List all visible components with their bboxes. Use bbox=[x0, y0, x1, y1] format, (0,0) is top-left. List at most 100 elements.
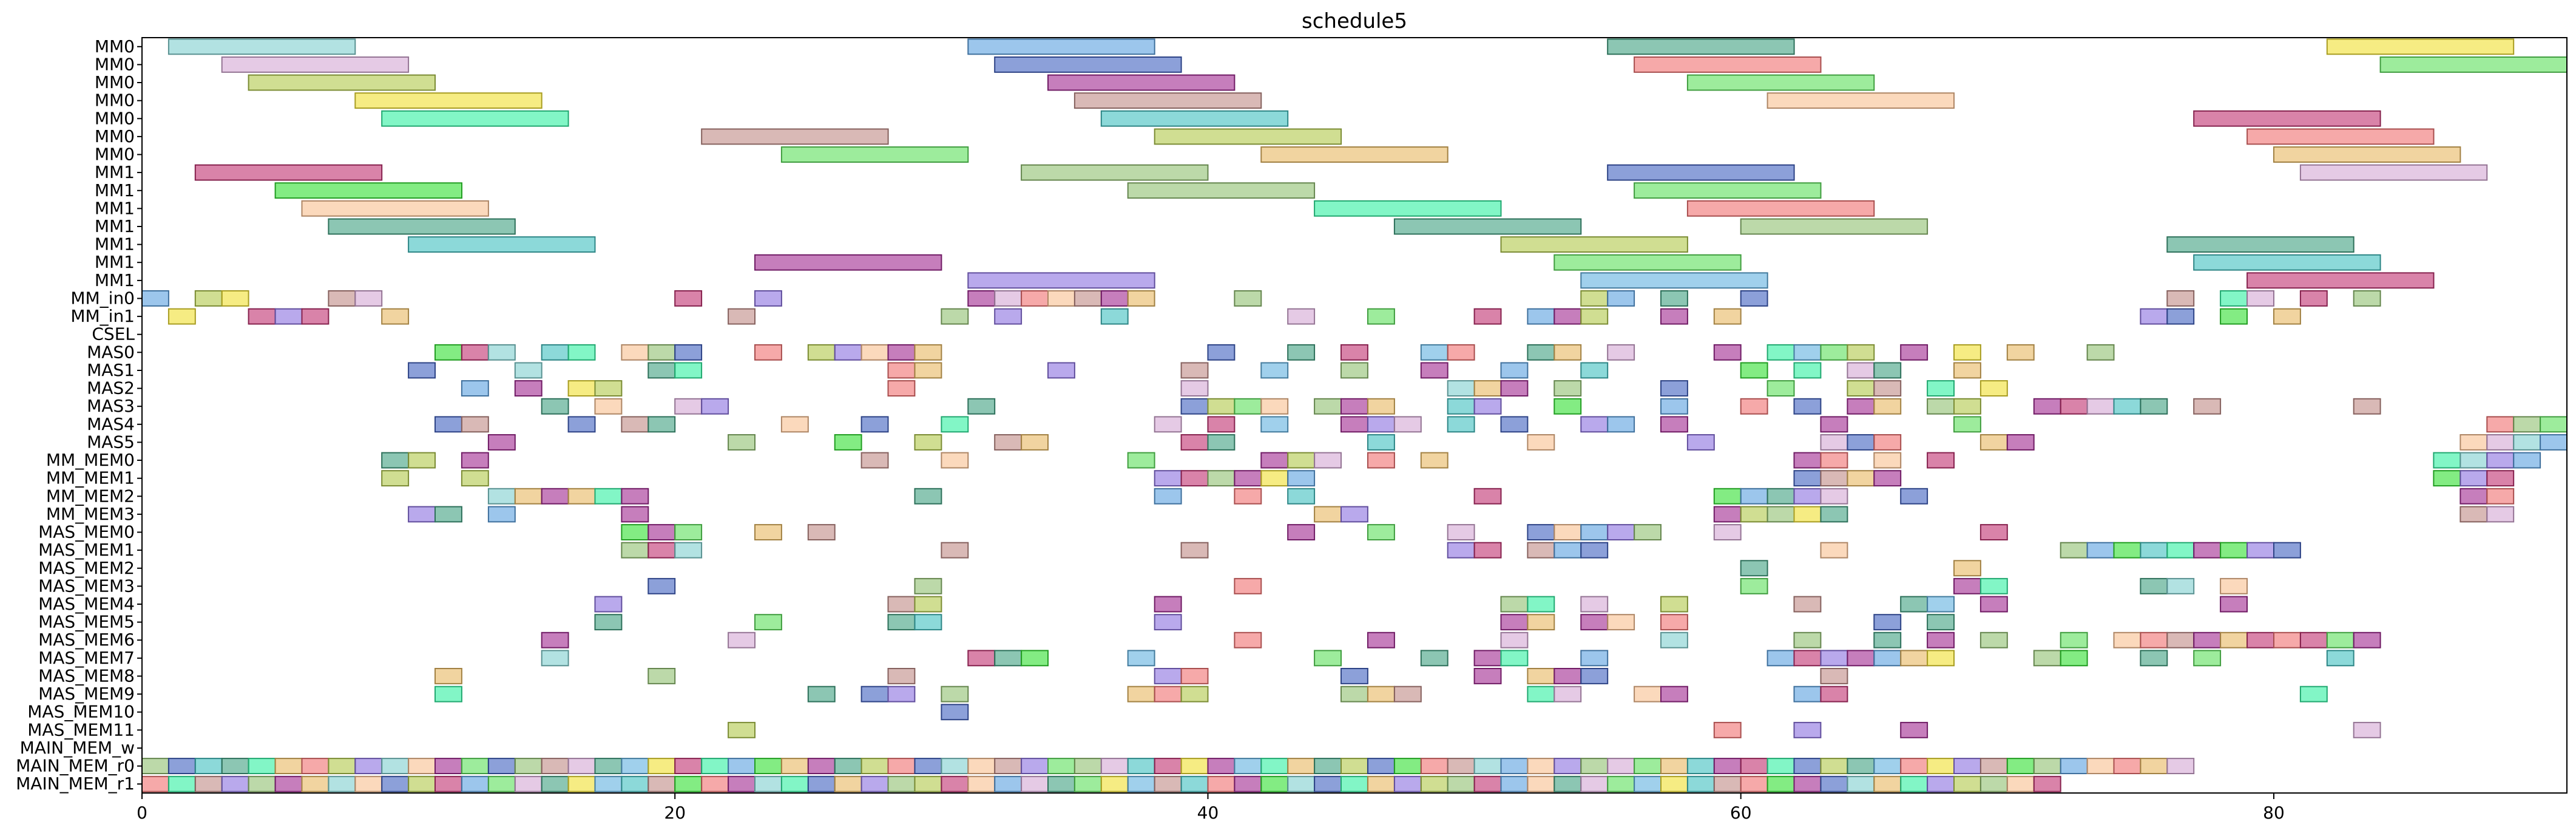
task-bar-mm-in0 bbox=[2246, 290, 2275, 307]
task-bar-main-mem-r1 bbox=[301, 775, 330, 792]
task-bar-mas-mem6 bbox=[2273, 631, 2301, 648]
task-bar-mas0 bbox=[1713, 344, 1742, 361]
task-bar-mas0 bbox=[1447, 344, 1475, 361]
task-bar-mm0 bbox=[248, 74, 436, 91]
task-bar-mas2 bbox=[1873, 380, 1902, 396]
task-bar-mas1 bbox=[674, 362, 703, 379]
y-tick-label: MAS_MEM8 bbox=[38, 666, 135, 686]
task-bar-main-mem-r0 bbox=[1979, 758, 2008, 774]
task-bar-mm1 bbox=[328, 218, 516, 235]
task-bar-mm-mem2 bbox=[1900, 488, 1929, 505]
task-bar-mm-in1 bbox=[1553, 308, 1582, 325]
task-bar-mas-mem8 bbox=[1340, 668, 1368, 684]
task-bar-mas4 bbox=[1820, 416, 1848, 433]
task-bar-mm-mem2 bbox=[1473, 488, 1502, 505]
task-bar-main-mem-r0 bbox=[301, 758, 330, 774]
task-bar-main-mem-r0 bbox=[2086, 758, 2115, 774]
y-tick-label: MM0 bbox=[95, 126, 135, 146]
task-bar-mas-mem7 bbox=[1847, 650, 1875, 667]
task-bar-mm-mem2 bbox=[1820, 488, 1848, 505]
task-bar-mas4 bbox=[780, 416, 809, 433]
task-bar-mas0 bbox=[647, 344, 676, 361]
task-bar-mas-mem7 bbox=[1021, 650, 1049, 667]
task-bar-mm-in1 bbox=[381, 308, 410, 325]
y-tick-label: MAS_MEM10 bbox=[27, 702, 135, 722]
task-bar-mas-mem3 bbox=[2220, 577, 2248, 594]
task-bar-main-mem-r1 bbox=[1340, 775, 1368, 792]
task-bar-mm-in0 bbox=[754, 290, 782, 307]
task-bar-mm0 bbox=[994, 56, 1182, 73]
task-bar-mas-mem8 bbox=[1527, 668, 1555, 684]
task-bar-mas-mem6 bbox=[1793, 631, 1822, 648]
task-bar-main-mem-r0 bbox=[2166, 758, 2195, 774]
task-bar-mas-mem4 bbox=[887, 596, 916, 613]
task-bar-mm-mem1 bbox=[1154, 470, 1182, 487]
task-bar-mas-mem5 bbox=[1527, 614, 1555, 631]
task-bar-mm-in1 bbox=[994, 308, 1023, 325]
task-bar-mm1 bbox=[2246, 272, 2435, 289]
task-bar-main-mem-r1 bbox=[461, 775, 489, 792]
task-bar-mas-mem0 bbox=[1713, 524, 1742, 540]
task-bar-mas-mem6 bbox=[2220, 631, 2248, 648]
task-bar-mas0 bbox=[834, 344, 862, 361]
task-bar-mas-mem8 bbox=[1154, 668, 1182, 684]
task-bar-mas-mem4 bbox=[1154, 596, 1182, 613]
task-bar-mas-mem7 bbox=[1580, 650, 1609, 667]
task-bar-main-mem-r0 bbox=[248, 758, 276, 774]
task-bar-mm-in0 bbox=[1580, 290, 1609, 307]
task-bar-mas1 bbox=[887, 362, 916, 379]
task-bar-mm-in1 bbox=[1713, 308, 1742, 325]
y-tick-label: MM0 bbox=[95, 54, 135, 74]
task-bar-mm-mem2 bbox=[1713, 488, 1742, 505]
task-bar-mas-mem6 bbox=[2353, 631, 2381, 648]
task-bar-mas3 bbox=[594, 398, 623, 415]
task-bar-main-mem-r1 bbox=[328, 775, 356, 792]
task-bar-mas-mem4 bbox=[2220, 596, 2248, 613]
task-bar-mas1 bbox=[1420, 362, 1449, 379]
task-bar-mas-mem9 bbox=[1527, 686, 1555, 703]
task-bar-mas1 bbox=[1740, 362, 1768, 379]
task-bar-main-mem-r0 bbox=[1021, 758, 1049, 774]
task-bar-mas5 bbox=[487, 434, 516, 451]
task-bar-mm-mem2 bbox=[487, 488, 516, 505]
task-bar-mm1 bbox=[1127, 182, 1316, 199]
task-bar-mas-mem3 bbox=[1979, 577, 2008, 594]
task-bar-mm-in0 bbox=[221, 290, 249, 307]
task-bar-mas2 bbox=[1180, 380, 1209, 396]
task-bar-mm-in1 bbox=[2140, 308, 2168, 325]
task-bar-mas3 bbox=[1873, 398, 1902, 415]
task-bar-mas1 bbox=[1580, 362, 1609, 379]
task-bar-main-mem-r0 bbox=[1447, 758, 1475, 774]
task-bar-mas4 bbox=[1154, 416, 1182, 433]
task-bar-main-mem-r0 bbox=[1847, 758, 1875, 774]
task-bar-main-mem-r0 bbox=[1073, 758, 1102, 774]
task-bar-mas3 bbox=[2353, 398, 2381, 415]
y-tick-label: MM0 bbox=[95, 145, 135, 165]
task-bar-mm-mem2 bbox=[594, 488, 623, 505]
task-bar-mas-mem5 bbox=[914, 614, 942, 631]
task-bar-main-mem-r0 bbox=[1127, 758, 1155, 774]
task-bar-mas0 bbox=[887, 344, 916, 361]
task-bar-mas2 bbox=[461, 380, 489, 396]
task-bar-main-mem-r1 bbox=[647, 775, 676, 792]
task-bar-mas-mem7 bbox=[2060, 650, 2088, 667]
task-bar-main-mem-r0 bbox=[1580, 758, 1609, 774]
task-bar-main-mem-r0 bbox=[1234, 758, 1262, 774]
task-bar-mas0 bbox=[2086, 344, 2115, 361]
task-bar-mas3 bbox=[1340, 398, 1368, 415]
task-bar-mm-in0 bbox=[1047, 290, 1075, 307]
task-bar-mas0 bbox=[1527, 344, 1555, 361]
task-bar-mas-mem5 bbox=[1607, 614, 1635, 631]
y-tick-label: MM1 bbox=[95, 162, 135, 182]
task-bar-main-mem-r1 bbox=[1234, 775, 1262, 792]
task-bar-mas2 bbox=[1660, 380, 1688, 396]
y-tick-label: MAS_MEM0 bbox=[38, 522, 135, 542]
task-bar-main-mem-r0 bbox=[1740, 758, 1768, 774]
y-axis: MM0MM0MM0MM0MM0MM0MM0MM1MM1MM1MM1MM1MM1M… bbox=[16, 36, 142, 794]
task-bar-main-mem-r1 bbox=[1393, 775, 1422, 792]
task-bar-main-mem-r0 bbox=[1607, 758, 1635, 774]
task-bar-mas0 bbox=[1820, 344, 1848, 361]
y-tick-label: MAS_MEM3 bbox=[38, 576, 135, 596]
task-bar-mas-mem7 bbox=[994, 650, 1023, 667]
task-bar-main-mem-r1 bbox=[1367, 775, 1395, 792]
